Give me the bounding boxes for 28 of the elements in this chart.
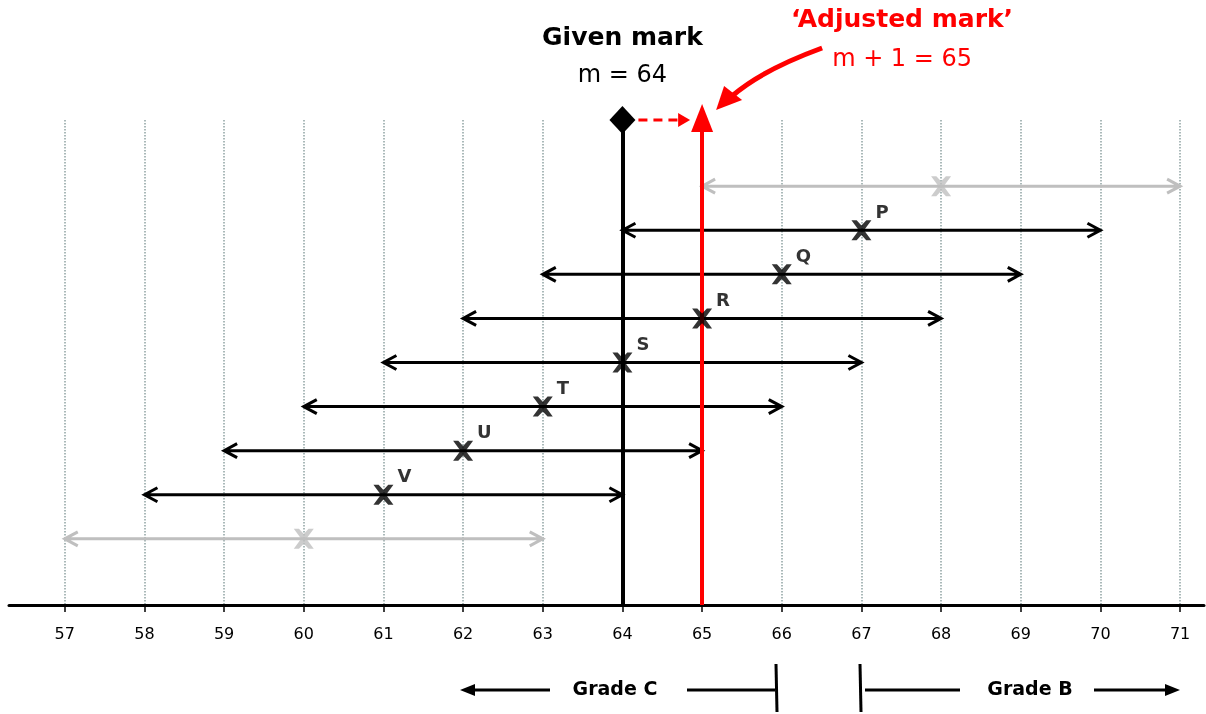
text: m = 64 [577, 60, 668, 88]
data-label: V [397, 465, 412, 487]
x-tick-label: 57 [54, 623, 75, 643]
ref-line-label: ‘Adjusted mark’ [791, 4, 1014, 33]
x-tick-label: 59 [213, 623, 235, 643]
data-label: R [716, 288, 731, 310]
x-tick-label: 67 [851, 623, 872, 643]
x-tick-label: 71 [1169, 623, 1191, 643]
ref-line-label: Given mark [542, 22, 705, 51]
text: Grade C [572, 676, 658, 699]
data-label: S [636, 333, 650, 354]
x-tick-label: 64 [612, 623, 633, 643]
data-label: P [875, 200, 889, 222]
x-tick-label: 68 [930, 623, 952, 643]
x-tick-label: 61 [373, 623, 394, 643]
x-tick-label: 65 [691, 623, 713, 643]
data-label: Q [795, 244, 812, 266]
text: Grade B [987, 676, 1073, 699]
x-tick-label: 58 [134, 623, 155, 643]
x-tick-label: 60 [293, 623, 314, 643]
data-label: U [477, 421, 492, 443]
x-tick-label: 66 [771, 623, 792, 643]
x-tick-label: 70 [1090, 623, 1111, 643]
data-label: T [556, 377, 570, 399]
x-tick-label: 69 [1010, 623, 1031, 643]
x-tick-label: 63 [532, 623, 553, 643]
text: m + 1 = 65 [832, 44, 973, 72]
x-tick-label: 62 [452, 623, 474, 643]
